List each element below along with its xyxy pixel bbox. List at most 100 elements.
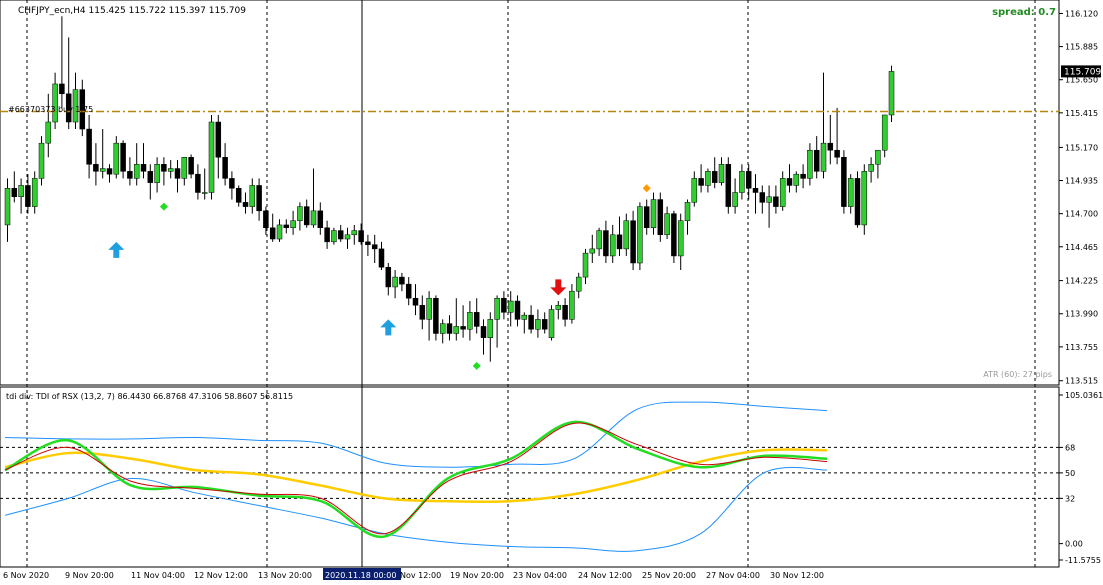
bull-candle (664, 213, 670, 236)
bull-candle (99, 168, 106, 172)
bull-candle (208, 121, 215, 193)
bear-candle (235, 188, 242, 203)
bull-candle (875, 149, 881, 165)
bear-candle (174, 168, 181, 179)
bear-candle (106, 168, 113, 175)
bear-candle (643, 206, 650, 228)
time-label: 23 Nov 04:00 (513, 571, 567, 580)
bull-candle (201, 192, 208, 194)
bear-candle (195, 173, 201, 193)
bull-candle (249, 185, 256, 207)
bull-candle (133, 164, 140, 179)
price-tick-label: 114.935 (1065, 177, 1098, 186)
bull-candle (18, 185, 24, 197)
bull-candle (535, 319, 541, 330)
bear-candle (385, 266, 392, 288)
bear-candle (562, 305, 568, 320)
bear-candle (745, 171, 752, 189)
bear-candle (616, 234, 623, 250)
bear-candle (378, 248, 385, 268)
bear-candle (773, 196, 779, 207)
bull-candle (548, 309, 555, 338)
bull-candle (677, 220, 684, 257)
bull-candle (426, 297, 432, 320)
bull-candle (154, 164, 160, 183)
bull-candle (623, 220, 630, 250)
bull-candle (589, 248, 596, 254)
price-tick-label: 114.225 (1065, 277, 1098, 286)
atr-label: ATR (60): 27 pips (983, 370, 1052, 379)
bull-candle (793, 173, 800, 186)
bull-candle (637, 206, 643, 264)
bear-candle (59, 83, 65, 95)
bull-candle (609, 234, 616, 257)
bull-candle (888, 71, 895, 116)
bear-candle (358, 230, 364, 243)
bear-candle (25, 185, 31, 207)
bear-candle (399, 276, 405, 285)
bear-candle (222, 157, 228, 179)
bear-candle (79, 89, 86, 130)
indicator-tick-label: -11.5755 (1065, 556, 1101, 565)
bear-candle (786, 178, 793, 186)
bull-candle (31, 178, 38, 207)
time-label: 19 Nov 20:00 (450, 571, 504, 580)
symbol-info: CHFJPY_ecn,H4 115.425 115.722 115.397 11… (18, 6, 246, 16)
bear-candle (657, 199, 664, 236)
bull-candle (650, 199, 657, 228)
bull-candle (575, 276, 582, 292)
price-tick-label: 116.120 (1065, 9, 1098, 18)
diamond-icon (159, 202, 168, 211)
price-tick-label: 115.415 (1065, 109, 1098, 118)
bear-candle (242, 202, 249, 207)
time-label-highlight (323, 568, 401, 580)
bull-candle (297, 206, 303, 221)
bear-candle (711, 171, 718, 183)
bull-candle (276, 224, 283, 240)
bear-candle (813, 149, 820, 172)
bear-candle (256, 185, 262, 212)
current-price-label: 115.709 (1064, 67, 1101, 77)
bear-candle (86, 128, 92, 165)
time-label: 24 Nov 12:00 (578, 571, 632, 580)
bull-candle (167, 168, 174, 172)
bull-candle (555, 305, 562, 310)
bull-candle (718, 164, 725, 183)
indicator-tick-label: 50 (1065, 469, 1075, 478)
indicator-axis: 105.0361 68 50 32 0.00 -11.5755 (1059, 391, 1103, 565)
indicator-lines (4, 401, 828, 552)
bear-candle (127, 171, 133, 179)
current-price-tag (1061, 65, 1101, 78)
bull-candle (290, 220, 296, 228)
bear-candle (800, 173, 806, 179)
up-arrow-icon (380, 319, 397, 336)
bear-candle (759, 192, 766, 203)
bull-candle (847, 178, 854, 207)
price-tick-label: 115.170 (1065, 143, 1098, 152)
bear-candle (419, 305, 426, 320)
indicator-panel-frame (0, 386, 1060, 568)
spread-label: spread: 0.7 (992, 7, 1056, 18)
bull-candle (453, 326, 460, 334)
bull-candle (439, 323, 446, 334)
bull-candle (38, 142, 45, 179)
price-tick-label: 115.650 (1065, 76, 1098, 85)
bull-candle (521, 314, 528, 320)
bull-candle (868, 164, 874, 172)
bull-candle (494, 297, 500, 320)
bull-candle (739, 171, 745, 193)
bull-candle (392, 276, 398, 288)
indicator-tick-label: 0.00 (1065, 540, 1083, 549)
bear-candle (324, 227, 330, 243)
price-tick-label: 113.755 (1065, 343, 1098, 352)
bear-candle (93, 164, 99, 172)
bear-candle (433, 297, 439, 334)
diamond-icon (472, 361, 481, 370)
bear-candle (337, 230, 344, 240)
bear-candle (412, 297, 419, 306)
bear-candle (752, 188, 759, 193)
bear-candle (371, 244, 378, 250)
bull-candle (507, 300, 514, 313)
bull-candle (582, 252, 589, 278)
indicator-tick-label: 105.0361 (1065, 391, 1103, 400)
